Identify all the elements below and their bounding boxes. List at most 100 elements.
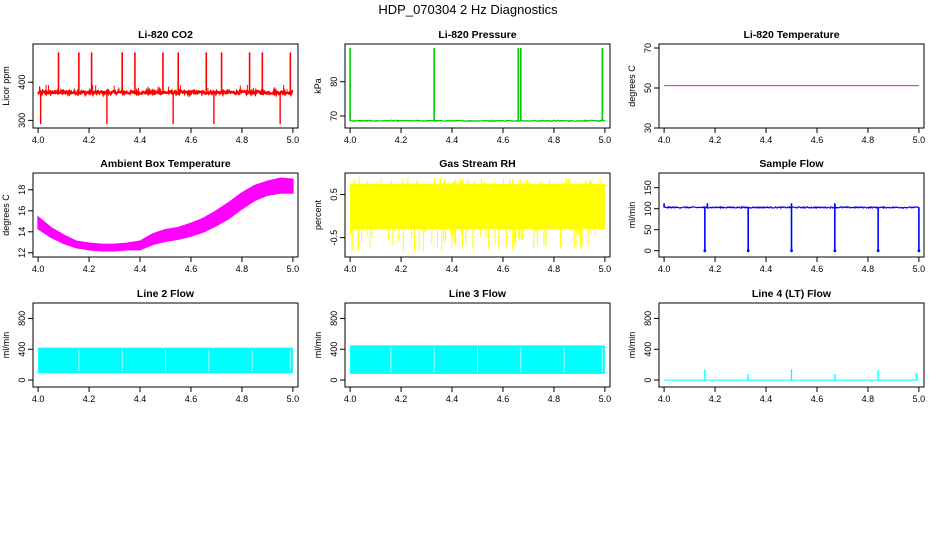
y-tick-label: 0.5 bbox=[329, 188, 339, 201]
y-tick-label: 150 bbox=[643, 180, 653, 195]
panel-1: Li-820 CO2 Licor ppm 4.0 4.2 4.4 4.6 4.8 5.0 300… bbox=[1, 29, 299, 145]
y-tick-label: 70 bbox=[329, 111, 339, 121]
data-layer bbox=[349, 48, 606, 123]
y-tick-label: 0 bbox=[17, 378, 27, 383]
panel-4: Ambient Box Temperature degrees C 4.0 4.2 4.… bbox=[1, 158, 299, 274]
x-tick-label: 4.0 bbox=[32, 394, 45, 404]
figure-title: HDP_070304 2 Hz Diagnostics bbox=[378, 2, 558, 17]
x-tick-label: 4.8 bbox=[236, 394, 249, 404]
x-tick-label: 5.0 bbox=[599, 394, 612, 404]
data-layer bbox=[350, 177, 605, 252]
panel-title: Line 2 Flow bbox=[137, 288, 195, 300]
x-tick-label: 4.0 bbox=[658, 264, 671, 274]
panel-title: Line 4 (LT) Flow bbox=[752, 288, 832, 300]
panel-2: Li-820 Pressure kPa 4.0 4.2 4.4 4.6 4.8 5.0 70 80 bbox=[313, 29, 611, 145]
x-tick-label: 4.4 bbox=[134, 264, 147, 274]
plot-frame bbox=[344, 172, 611, 258]
series-band bbox=[350, 183, 605, 229]
y-tick-label: -0.5 bbox=[329, 230, 339, 246]
x-tick-label: 4.0 bbox=[658, 135, 671, 145]
x-tick-label: 4.4 bbox=[134, 135, 147, 145]
dip-point bbox=[746, 249, 750, 253]
y-axis-label: kPa bbox=[313, 78, 323, 94]
x-tick-label: 5.0 bbox=[287, 135, 300, 145]
dip-point bbox=[833, 249, 837, 253]
x-tick-label: 4.0 bbox=[344, 264, 357, 274]
x-tick-label: 4.8 bbox=[862, 264, 875, 274]
panel-9: Line 4 (LT) Flow ml/min 4.0 4.2 4.4 4.6 4.8 5.0… bbox=[627, 288, 925, 404]
x-tick-label: 4.6 bbox=[497, 135, 510, 145]
panel-title: Li-820 Temperature bbox=[743, 29, 839, 41]
x-tick-label: 4.2 bbox=[83, 394, 96, 404]
y-tick-label: 18 bbox=[17, 185, 27, 195]
x-tick-label: 4.4 bbox=[446, 264, 459, 274]
y-axis-label: ml/min bbox=[313, 332, 323, 359]
y-axis-label: ml/min bbox=[627, 202, 637, 229]
y-tick-label: 0 bbox=[643, 248, 653, 253]
y-tick-label: 800 bbox=[329, 311, 339, 326]
y-tick-label: 400 bbox=[643, 342, 653, 357]
x-tick-label: 5.0 bbox=[913, 394, 926, 404]
series-line bbox=[37, 87, 294, 98]
x-tick-label: 4.0 bbox=[32, 135, 45, 145]
plot-frame bbox=[658, 172, 925, 258]
data-layer bbox=[663, 203, 921, 253]
x-tick-label: 4.2 bbox=[709, 135, 722, 145]
data-layer bbox=[664, 369, 919, 381]
x-tick-label: 4.8 bbox=[548, 135, 561, 145]
x-tick-label: 5.0 bbox=[913, 264, 926, 274]
plot-frame bbox=[32, 172, 299, 258]
y-tick-label: 400 bbox=[17, 342, 27, 357]
data-layer bbox=[37, 52, 294, 125]
panel-title: Ambient Box Temperature bbox=[100, 158, 231, 170]
x-tick-label: 5.0 bbox=[913, 135, 926, 145]
y-tick-label: 16 bbox=[17, 206, 27, 216]
x-tick-label: 4.0 bbox=[32, 264, 45, 274]
x-tick-label: 5.0 bbox=[599, 135, 612, 145]
dip-point bbox=[703, 249, 707, 253]
y-tick-label: 800 bbox=[17, 311, 27, 326]
panel-7: Line 2 Flow ml/min 4.0 4.2 4.4 4.6 4.8 5.0 0 400 8… bbox=[1, 288, 299, 404]
y-tick-label: 50 bbox=[643, 83, 653, 93]
x-tick-label: 4.2 bbox=[709, 264, 722, 274]
x-tick-label: 5.0 bbox=[287, 394, 300, 404]
x-tick-label: 4.2 bbox=[395, 394, 408, 404]
y-tick-label: 300 bbox=[17, 113, 27, 128]
plot-frame bbox=[344, 302, 611, 388]
x-tick-label: 4.4 bbox=[760, 264, 773, 274]
x-tick-label: 4.2 bbox=[709, 394, 722, 404]
panel-title: Line 3 Flow bbox=[449, 288, 507, 300]
x-tick-label: 4.2 bbox=[395, 264, 408, 274]
y-tick-label: 14 bbox=[17, 227, 27, 237]
x-tick-label: 4.2 bbox=[83, 135, 96, 145]
y-axis-label: ml/min bbox=[627, 332, 637, 359]
y-tick-label: 100 bbox=[643, 201, 653, 216]
x-tick-label: 5.0 bbox=[287, 264, 300, 274]
panel-title: Li-820 CO2 bbox=[138, 29, 193, 41]
x-tick-label: 4.4 bbox=[446, 394, 459, 404]
y-tick-label: 50 bbox=[643, 225, 653, 235]
x-tick-label: 4.6 bbox=[497, 264, 510, 274]
x-tick-label: 4.8 bbox=[548, 264, 561, 274]
x-tick-label: 4.6 bbox=[811, 264, 824, 274]
y-axis-label: degrees C bbox=[1, 194, 11, 236]
x-tick-label: 4.6 bbox=[185, 394, 198, 404]
y-tick-label: 400 bbox=[17, 75, 27, 90]
y-tick-label: 30 bbox=[643, 123, 653, 133]
x-tick-label: 4.8 bbox=[236, 135, 249, 145]
y-tick-label: 400 bbox=[329, 342, 339, 357]
dip-point bbox=[790, 249, 793, 253]
panel-5: Gas Stream RH percent 4.0 4.2 4.4 4.6 4.8 5.0 -0… bbox=[313, 158, 611, 274]
y-tick-label: 800 bbox=[643, 311, 653, 326]
x-tick-label: 4.6 bbox=[811, 394, 824, 404]
data-layer bbox=[37, 177, 294, 252]
series-band bbox=[37, 177, 294, 252]
y-tick-label: 12 bbox=[17, 248, 27, 258]
panel-3: Li-820 Temperature degrees C 4.0 4.2 4.4 4.6 4… bbox=[627, 29, 925, 145]
x-tick-label: 4.6 bbox=[497, 394, 510, 404]
x-tick-label: 4.4 bbox=[134, 394, 147, 404]
dip-point bbox=[917, 249, 921, 253]
x-tick-label: 4.2 bbox=[395, 135, 408, 145]
y-axis-label: Licor ppm bbox=[1, 66, 11, 106]
x-tick-label: 4.4 bbox=[760, 394, 773, 404]
